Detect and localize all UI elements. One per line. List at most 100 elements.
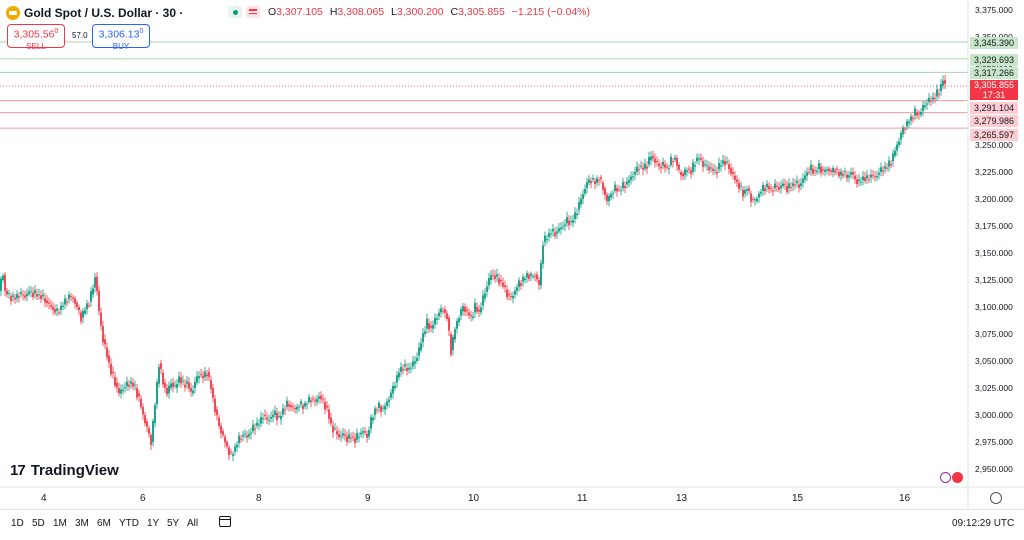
- range-1d-button[interactable]: 1D: [11, 518, 24, 529]
- candle-body: [302, 405, 304, 410]
- candle-body: [902, 127, 904, 135]
- candle-body: [412, 361, 414, 367]
- candle-body: [572, 220, 574, 223]
- candle-body: [190, 388, 192, 392]
- candle-body: [78, 307, 80, 311]
- sell-button[interactable]: 3,305.560 SELL: [7, 24, 65, 51]
- candle-body: [780, 185, 782, 189]
- candle-body: [684, 169, 686, 176]
- range-5d-button[interactable]: 5D: [32, 518, 45, 529]
- candle-body: [170, 383, 172, 388]
- candle-body: [534, 275, 536, 277]
- candle-body: [944, 80, 946, 84]
- level-tag-green-3: 3,317.266: [970, 67, 1018, 79]
- candle-body: [846, 174, 848, 179]
- candle-body: [940, 84, 942, 91]
- candle-body: [598, 180, 600, 181]
- spread-value: 57.0: [72, 31, 88, 40]
- candle-body: [226, 442, 228, 447]
- candle-body: [734, 175, 736, 181]
- flag-icon[interactable]: [246, 6, 260, 18]
- candle-body: [536, 274, 538, 280]
- candle-body: [280, 415, 282, 420]
- candle-body: [796, 180, 798, 183]
- candle-body: [802, 178, 804, 183]
- candle-body: [366, 433, 368, 438]
- candle-body: [134, 384, 136, 386]
- price-tick-label: 3,025.000: [975, 383, 1013, 393]
- range-1y-button[interactable]: 1Y: [147, 518, 160, 529]
- symbol-header[interactable]: Gold Spot / U.S. Dollar · 30 ·: [6, 4, 183, 22]
- candle-body: [144, 415, 146, 424]
- candle-body: [222, 431, 224, 436]
- range-ytd-button[interactable]: YTD: [119, 518, 139, 529]
- candle-body: [526, 273, 528, 278]
- range-3m-button[interactable]: 3M: [75, 518, 89, 529]
- indicator-alert-icon[interactable]: [940, 472, 951, 483]
- candle-body: [168, 385, 170, 394]
- calendar-goto-icon[interactable]: [219, 516, 231, 527]
- candle-body: [208, 371, 210, 377]
- candle-body: [710, 167, 712, 169]
- candle-body: [842, 173, 844, 176]
- candle-body: [634, 171, 636, 175]
- candle-body: [850, 172, 852, 175]
- candle-body: [278, 415, 280, 417]
- candle-body: [488, 278, 490, 286]
- candle-body: [646, 166, 648, 169]
- candle-body: [422, 333, 424, 343]
- range-6m-button[interactable]: 6M: [97, 518, 111, 529]
- candle-body: [912, 118, 914, 120]
- candle-body: [22, 294, 24, 296]
- candle-body: [824, 169, 826, 172]
- candle-body: [426, 318, 428, 329]
- candle-body: [698, 158, 700, 160]
- candle-body: [542, 245, 544, 264]
- candle-body: [750, 193, 752, 202]
- candle-body: [708, 166, 710, 171]
- candle-body: [184, 384, 186, 388]
- candle-body: [552, 228, 554, 232]
- candle-body: [90, 291, 92, 302]
- candle-body: [12, 295, 14, 297]
- price-tick-label: 3,075.000: [975, 329, 1013, 339]
- candle-body: [276, 412, 278, 421]
- candle-body: [676, 157, 678, 166]
- candle-body: [56, 308, 58, 311]
- price-tick-label: 3,200.000: [975, 194, 1013, 204]
- candle-body: [560, 227, 562, 230]
- candle-body: [692, 162, 694, 172]
- candle-body: [724, 161, 726, 166]
- candle-body: [264, 415, 266, 416]
- candle-body: [642, 167, 644, 170]
- candle-body: [882, 170, 884, 172]
- candle-body: [746, 189, 748, 191]
- candle-body: [254, 428, 256, 430]
- candle-body: [368, 429, 370, 437]
- candle-body: [48, 302, 50, 304]
- buy-button[interactable]: 3,306.130 BUY: [92, 24, 150, 51]
- candle-body: [318, 396, 320, 399]
- candle-body: [652, 155, 654, 159]
- candle-body: [752, 199, 754, 200]
- settings-gear-icon[interactable]: [990, 492, 1002, 504]
- candle-body: [756, 198, 758, 202]
- symbol-title[interactable]: Gold Spot / U.S. Dollar · 30 ·: [24, 6, 184, 20]
- range-1m-button[interactable]: 1M: [53, 518, 67, 529]
- candle-body: [136, 388, 138, 398]
- candle-body: [436, 318, 438, 320]
- candle-body: [584, 188, 586, 194]
- range-5y-button[interactable]: 5Y: [167, 518, 180, 529]
- candle-body: [588, 179, 590, 183]
- candle-body: [306, 403, 308, 405]
- market-open-dot-icon[interactable]: [228, 6, 242, 18]
- candle-body: [152, 420, 154, 442]
- candle-body: [250, 432, 252, 434]
- candle-body: [660, 166, 662, 169]
- candle-body: [508, 294, 510, 296]
- candle-body: [728, 164, 730, 170]
- candle-body: [456, 320, 458, 329]
- range-all-button[interactable]: All: [187, 518, 199, 529]
- indicator-event-icon[interactable]: [952, 472, 963, 483]
